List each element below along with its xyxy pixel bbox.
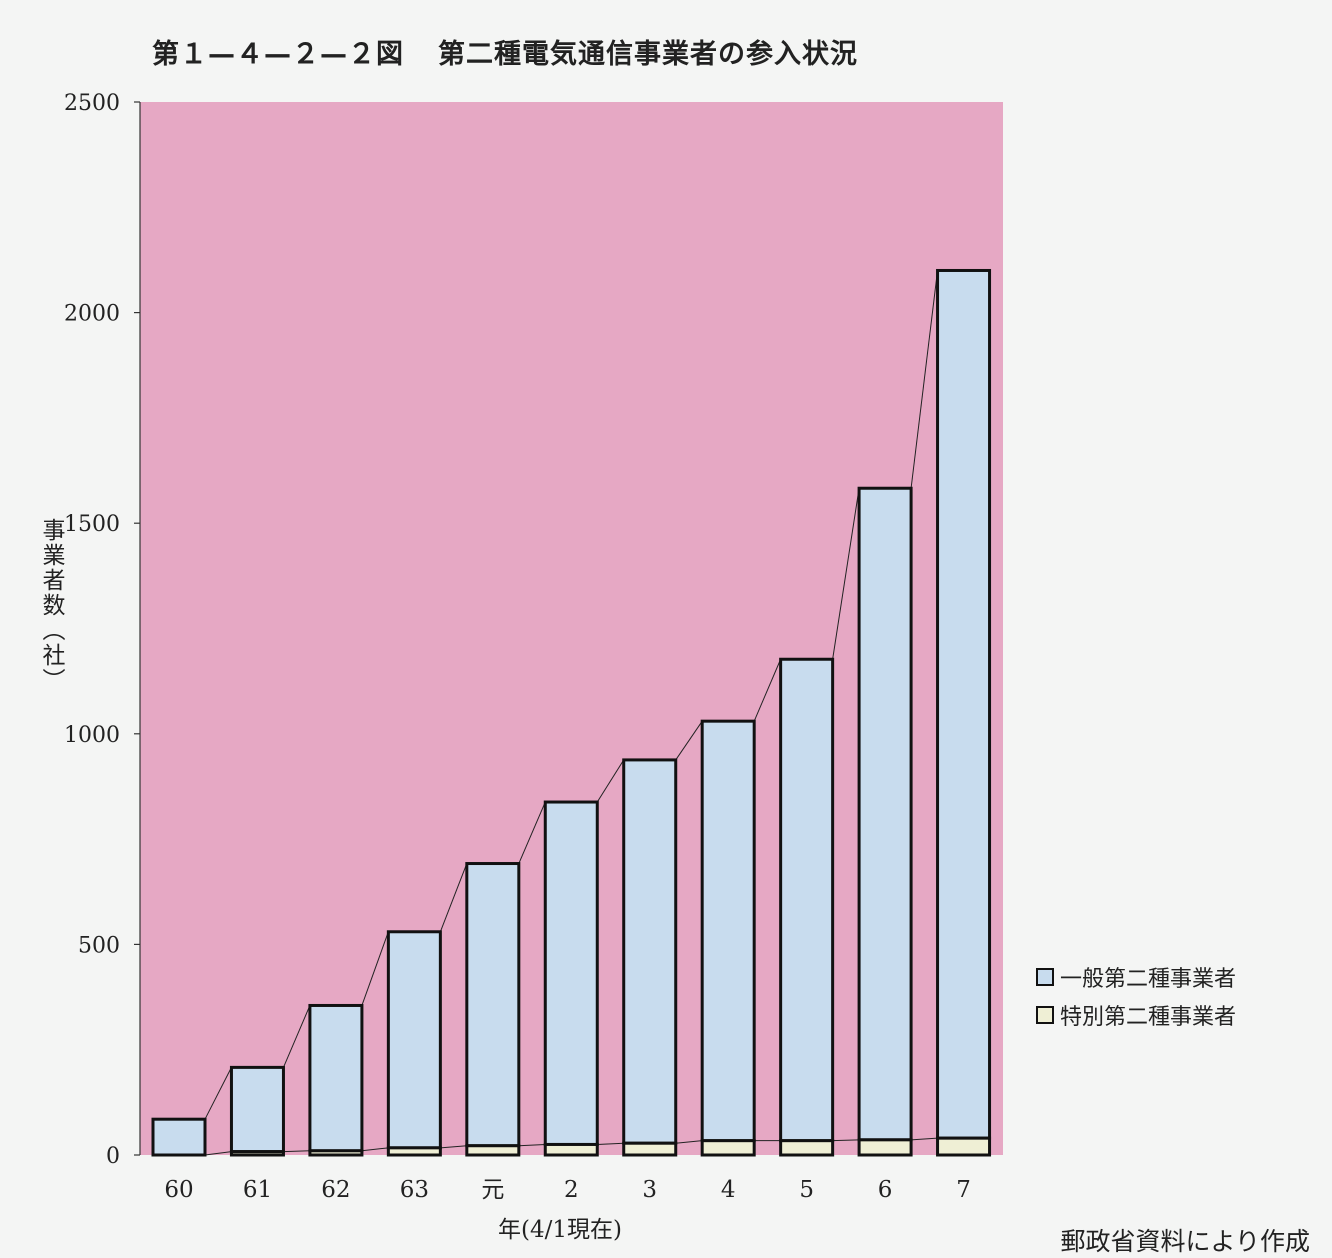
bar-general [857,486,913,1142]
special-connector-line [283,1150,310,1153]
total-connector-line [675,720,703,761]
total-connector-line [596,759,625,803]
x-tick-label: 2 [564,1177,579,1203]
y-tick-label: 1500 [64,512,120,537]
special-connector-line [361,1147,389,1152]
x-axis-label: 年(4/1現在) [498,1217,622,1243]
bar-special [386,1146,442,1157]
total-connector-line [282,1005,311,1068]
x-tick-label: 元 [481,1177,504,1203]
legend-swatch-general [1036,968,1054,986]
source-note: 郵政省資料により作成 [1060,1227,1310,1256]
special-connector-line [832,1139,860,1142]
bar-general [543,800,599,1146]
x-tick-label: 7 [956,1177,971,1203]
x-tick-label: 3 [642,1177,657,1203]
special-connector-line [440,1145,467,1149]
bar-special [857,1138,913,1157]
legend: 一般第二種事業者 特別第二種事業者 [1036,958,1236,1034]
x-tick-label: 62 [321,1177,350,1203]
total-connector-line [910,270,939,489]
x-tick-label: 60 [164,1177,193,1203]
legend-label-general: 一般第二種事業者 [1060,967,1237,992]
bar-general [936,268,992,1140]
x-tick-label: 5 [799,1177,814,1203]
legend-label-special: 特別第二種事業者 [1060,1005,1237,1030]
figure-number: 第１—４—２—２図 [152,39,404,70]
bar-special [936,1136,992,1157]
bar-general [465,862,521,1148]
legend-swatch-special [1036,1006,1054,1024]
special-connector-line [597,1142,624,1145]
bar-general [151,1117,207,1157]
total-connector-line [204,1067,232,1120]
bar-general [229,1065,285,1154]
x-tick-label: 6 [878,1177,893,1203]
special-connector-line [675,1140,703,1144]
total-connector-line [832,488,860,660]
y-tick-label: 2000 [64,302,120,327]
bar-general [622,758,678,1145]
y-tick-label: 2500 [64,91,120,116]
chart-title: 第１—４—２—２図 第二種電気通信事業者の参入状況 [152,32,858,71]
total-connector-line [753,659,782,722]
x-tick-label: 4 [721,1177,736,1203]
y-tick-label: 0 [106,1144,120,1169]
bar-special [622,1141,678,1157]
bar-special [700,1139,756,1157]
bar-general [779,657,835,1143]
total-connector-line [439,863,468,932]
bar-special [465,1144,521,1157]
legend-item-general: 一般第二種事業者 [1036,958,1236,996]
bar-special [229,1150,285,1157]
x-tick-label: 61 [243,1177,272,1203]
y-tick-label: 1000 [64,723,120,748]
y-tick-label: 500 [78,933,120,958]
bar-special [779,1139,835,1157]
figure-caption: 第二種電気通信事業者の参入状況 [438,39,858,70]
bar-general [308,1003,364,1153]
x-tick-label: 63 [400,1177,429,1203]
total-connector-line [518,801,546,864]
bar-special [543,1142,599,1157]
legend-item-special: 特別第二種事業者 [1036,996,1236,1034]
bar-special [308,1149,364,1157]
special-connector-line [204,1151,232,1156]
bar-general [386,930,442,1150]
special-connector-line [518,1143,546,1147]
special-connector-line [911,1137,938,1141]
total-connector-line [361,931,389,1006]
bar-general [700,719,756,1143]
y-axis-label: 事業者数（社） [38,518,64,693]
